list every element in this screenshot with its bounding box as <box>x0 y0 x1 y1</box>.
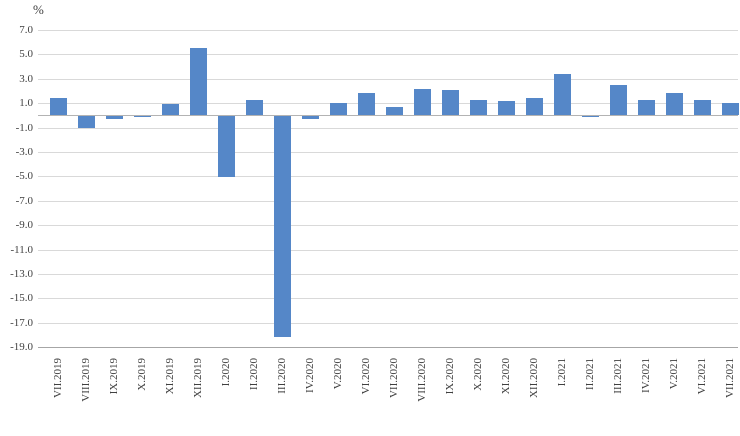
y-tick-label: -15.0 <box>10 292 33 305</box>
bar-IV.2021 <box>637 99 655 116</box>
x-tick-label: VII.2019 <box>52 358 64 399</box>
gridline <box>38 103 738 105</box>
bar-I.2021 <box>553 73 571 116</box>
gridline <box>38 298 738 300</box>
x-tick-label: XI.2019 <box>164 358 176 395</box>
x-tick-label: I.2020 <box>220 358 232 387</box>
x-tick-label: IX.2020 <box>444 358 456 395</box>
x-tick-label: X.2020 <box>472 358 484 391</box>
bar-V.2020 <box>329 103 347 116</box>
gridline <box>38 151 738 153</box>
bar-XII.2019 <box>189 48 207 116</box>
y-tick-label: 3.0 <box>19 72 33 85</box>
x-tick-label: II.2020 <box>248 358 260 391</box>
y-tick-label: -1.0 <box>15 121 33 134</box>
bar-X.2020 <box>469 99 487 116</box>
gridline <box>38 54 738 56</box>
x-tick-label: XI.2020 <box>500 358 512 395</box>
x-tick-label: VIII.2019 <box>80 358 92 402</box>
gridline <box>38 249 738 251</box>
gridline <box>38 322 738 324</box>
x-tick-label: III.2020 <box>276 358 288 394</box>
x-tick-label: V.2020 <box>332 358 344 390</box>
x-tick-label: VII.2020 <box>388 358 400 399</box>
y-tick-label: -17.0 <box>10 316 33 329</box>
gridline <box>38 225 738 227</box>
y-tick-label: 5.0 <box>19 48 33 61</box>
y-tick-label: -11.0 <box>10 243 33 256</box>
x-axis-line <box>38 115 738 117</box>
bar-XI.2020 <box>497 100 515 116</box>
x-tick-label: VIII.2020 <box>416 358 428 402</box>
x-tick-label: VI.2021 <box>696 358 708 395</box>
y-tick-label: -9.0 <box>15 219 33 232</box>
x-tick-label: X.2019 <box>136 358 148 391</box>
y-tick-label: -5.0 <box>15 170 33 183</box>
x-tick-label: XII.2019 <box>192 358 204 399</box>
x-tick-label: IV.2021 <box>640 358 652 393</box>
gridline <box>38 200 738 202</box>
bar-II.2021 <box>581 116 599 118</box>
y-tick-label: -7.0 <box>15 194 33 207</box>
y-tick-label: -13.0 <box>10 267 33 280</box>
gridline <box>38 30 738 31</box>
x-tick-label: II.2021 <box>584 358 596 391</box>
y-tick-label: -19.0 <box>10 341 33 353</box>
y-axis-unit-label: % <box>33 2 44 17</box>
bar-VII.2021 <box>721 103 739 116</box>
x-tick-label: I.2021 <box>556 358 568 387</box>
bar-VIII.2020 <box>413 88 431 116</box>
gridline <box>38 127 738 129</box>
y-tick-label: -3.0 <box>15 145 33 158</box>
bar-VII.2020 <box>385 106 403 116</box>
x-tick-label: VII.2021 <box>724 358 736 399</box>
bar-IV.2020 <box>301 116 319 119</box>
x-tick-label: III.2021 <box>612 358 624 394</box>
bar-VI.2020 <box>357 93 375 116</box>
x-tick-label: VI.2020 <box>360 358 372 395</box>
bar-I.2020 <box>217 116 235 178</box>
bar-IX.2020 <box>441 89 459 116</box>
y-tick-label: 1.0 <box>19 97 33 110</box>
bar-V.2021 <box>665 93 683 116</box>
gridline <box>38 78 738 80</box>
bar-III.2020 <box>273 116 291 337</box>
bar-VIII.2019 <box>77 116 95 129</box>
bar-II.2020 <box>245 99 263 116</box>
y-tick-label: 7.0 <box>19 24 33 36</box>
x-tick-label: XII.2020 <box>528 358 540 399</box>
bar-IX.2019 <box>105 116 123 119</box>
bar-XI.2019 <box>161 104 179 116</box>
gridline <box>38 347 738 348</box>
bar-III.2021 <box>609 84 627 116</box>
bar-XII.2020 <box>525 98 543 116</box>
gridline <box>38 273 738 275</box>
x-tick-label: V.2021 <box>668 358 680 390</box>
bar-X.2019 <box>133 116 151 118</box>
bar-VII.2019 <box>49 98 67 116</box>
gridline <box>38 176 738 178</box>
x-tick-label: IV.2020 <box>304 358 316 393</box>
x-tick-label: IX.2019 <box>108 358 120 395</box>
bar-VI.2021 <box>693 99 711 116</box>
